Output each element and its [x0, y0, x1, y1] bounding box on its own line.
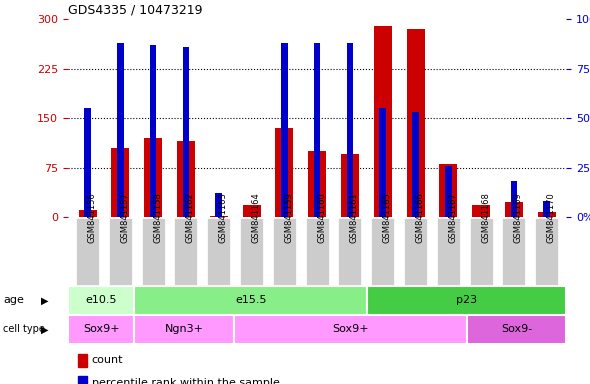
Bar: [341, 154, 359, 217]
Bar: [215, 193, 222, 217]
Bar: [78, 354, 87, 367]
Bar: [314, 43, 320, 217]
FancyBboxPatch shape: [68, 286, 135, 315]
Text: ▶: ▶: [41, 324, 48, 334]
Text: Sox9+: Sox9+: [83, 324, 119, 334]
Text: Ngn3+: Ngn3+: [165, 324, 204, 334]
Text: p23: p23: [456, 295, 477, 306]
Bar: [543, 201, 550, 217]
Bar: [373, 26, 392, 217]
Text: GSM841166: GSM841166: [415, 192, 425, 243]
FancyBboxPatch shape: [371, 218, 394, 285]
Text: GSM841159: GSM841159: [284, 192, 293, 243]
Text: GSM841168: GSM841168: [481, 192, 490, 243]
Bar: [537, 212, 556, 217]
Text: GSM841158: GSM841158: [153, 192, 162, 243]
FancyBboxPatch shape: [339, 218, 362, 285]
Text: GSM841162: GSM841162: [186, 192, 195, 243]
Bar: [379, 108, 386, 217]
Bar: [78, 376, 87, 384]
Text: GSM841165: GSM841165: [383, 192, 392, 243]
Text: GSM841161: GSM841161: [350, 192, 359, 243]
FancyBboxPatch shape: [175, 218, 198, 285]
Bar: [505, 202, 523, 217]
FancyBboxPatch shape: [437, 218, 460, 285]
Bar: [117, 43, 124, 217]
Bar: [510, 181, 517, 217]
Bar: [445, 166, 451, 217]
Bar: [112, 148, 129, 217]
FancyBboxPatch shape: [234, 315, 467, 344]
Bar: [84, 108, 91, 217]
Text: GSM841167: GSM841167: [448, 192, 457, 243]
Bar: [209, 216, 228, 217]
FancyBboxPatch shape: [470, 218, 493, 285]
Text: e10.5: e10.5: [86, 295, 117, 306]
Text: Sox9-: Sox9-: [501, 324, 532, 334]
FancyBboxPatch shape: [76, 218, 99, 285]
Bar: [412, 112, 419, 217]
Bar: [78, 210, 97, 217]
Bar: [281, 43, 287, 217]
Text: GSM841156: GSM841156: [87, 192, 97, 243]
FancyBboxPatch shape: [535, 218, 558, 285]
Bar: [144, 138, 162, 217]
Text: GDS4335 / 10473219: GDS4335 / 10473219: [68, 3, 202, 17]
FancyBboxPatch shape: [503, 218, 526, 285]
Text: GSM841157: GSM841157: [120, 192, 129, 243]
FancyBboxPatch shape: [207, 218, 230, 285]
Bar: [183, 47, 189, 217]
Text: cell type: cell type: [3, 324, 45, 334]
Bar: [407, 29, 425, 217]
Text: count: count: [92, 356, 123, 366]
Text: GSM841164: GSM841164: [251, 192, 261, 243]
Bar: [472, 205, 490, 217]
Bar: [440, 164, 457, 217]
FancyBboxPatch shape: [306, 218, 329, 285]
Text: age: age: [3, 295, 24, 306]
Text: ▶: ▶: [41, 295, 48, 306]
FancyBboxPatch shape: [367, 286, 566, 315]
FancyBboxPatch shape: [109, 218, 132, 285]
FancyBboxPatch shape: [467, 315, 566, 344]
Bar: [177, 141, 195, 217]
Text: e15.5: e15.5: [235, 295, 267, 306]
FancyBboxPatch shape: [135, 315, 234, 344]
Bar: [347, 43, 353, 217]
Text: Sox9+: Sox9+: [332, 324, 369, 334]
FancyBboxPatch shape: [273, 218, 296, 285]
Text: percentile rank within the sample: percentile rank within the sample: [92, 377, 280, 384]
Text: GSM841170: GSM841170: [547, 192, 556, 243]
Text: GSM841163: GSM841163: [219, 192, 228, 243]
FancyBboxPatch shape: [135, 286, 367, 315]
Text: GSM841160: GSM841160: [317, 192, 326, 243]
Bar: [276, 128, 293, 217]
FancyBboxPatch shape: [240, 218, 263, 285]
FancyBboxPatch shape: [142, 218, 165, 285]
Bar: [150, 45, 156, 217]
Text: GSM841169: GSM841169: [514, 192, 523, 243]
FancyBboxPatch shape: [68, 315, 135, 344]
Bar: [308, 151, 326, 217]
FancyBboxPatch shape: [404, 218, 427, 285]
Bar: [242, 205, 261, 217]
